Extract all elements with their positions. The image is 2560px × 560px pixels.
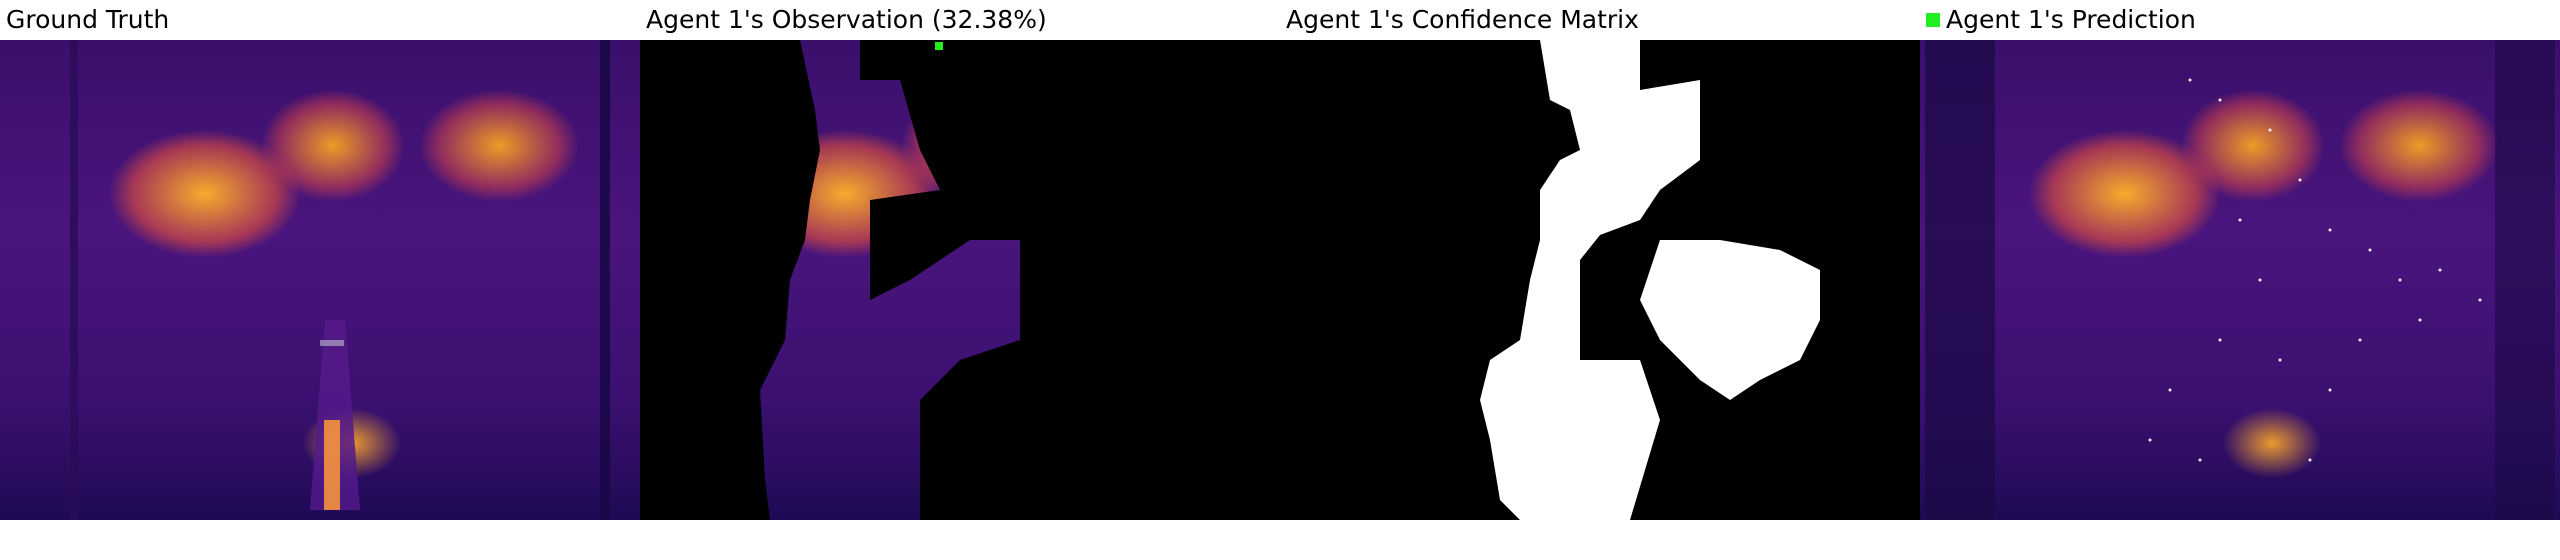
ground-truth-image (0, 40, 640, 520)
confidence-image (1280, 40, 1920, 520)
ground-truth-structure (70, 40, 610, 520)
prediction-panel: Agent 1's Prediction (1920, 0, 2560, 560)
prediction-title: Agent 1's Prediction (1946, 5, 2196, 34)
prediction-overlay (1925, 40, 2555, 520)
ground-truth-panel: Ground Truth (0, 0, 640, 560)
confidence-mask (1480, 40, 1820, 520)
observation-marker-layer (935, 42, 943, 50)
observation-title: Agent 1's Observation (32.38%) (646, 5, 1047, 34)
confidence-high-region (1480, 40, 1700, 520)
confidence-panel: Agent 1's Confidence Matrix (1280, 0, 1920, 560)
prediction-image (1920, 40, 2560, 520)
ground-truth-title: Ground Truth (6, 5, 170, 34)
confidence-high-region-2 (1640, 240, 1820, 400)
prediction-sample-dots (2148, 78, 2482, 462)
observation-image (640, 40, 1280, 520)
observation-panel: Agent 1's Observation (32.38%) (640, 0, 1280, 560)
prediction-legend-swatch (1926, 13, 1940, 27)
agent-position-marker (935, 42, 943, 50)
confidence-title: Agent 1's Confidence Matrix (1286, 5, 1639, 34)
